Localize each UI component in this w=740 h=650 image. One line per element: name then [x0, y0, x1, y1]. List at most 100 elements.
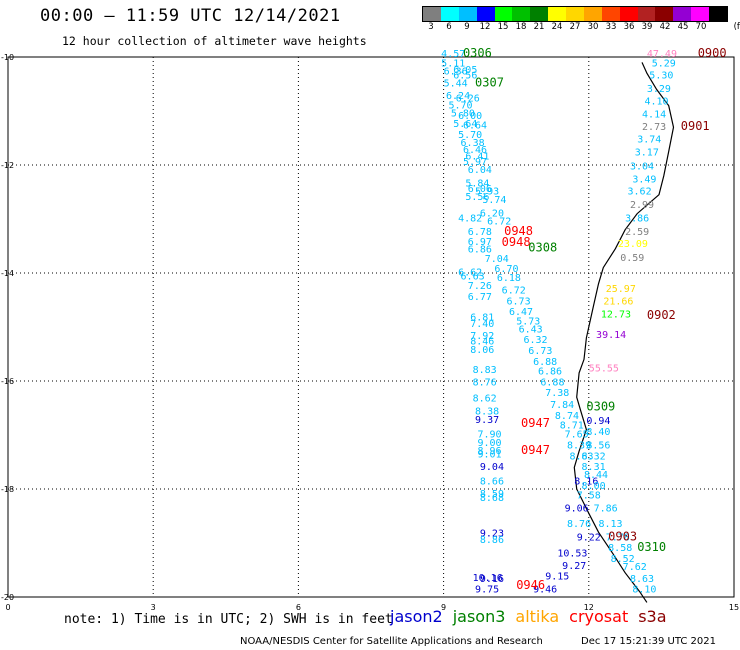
wave-height-label: 8.56 — [586, 441, 610, 452]
wave-height-label: 9.04 — [480, 462, 504, 473]
legend-tick-label: 18 — [515, 22, 527, 32]
wave-height-label: 7.26 — [468, 281, 492, 292]
credit-text: NOAA/NESDIS Center for Satellite Applica… — [240, 636, 543, 647]
legend-tick-label: 39 — [641, 22, 653, 32]
pass-time-label: 0901 — [681, 119, 710, 133]
wave-height-label: 7.62 — [623, 562, 647, 573]
wave-height-label: 6.04 — [468, 165, 492, 176]
wave-height-label: 8.39 — [567, 441, 591, 452]
wave-height-label: 3.49 — [632, 174, 656, 185]
wave-height-label: 5.70 — [448, 100, 472, 111]
legend-swatch — [494, 7, 513, 21]
wave-height-label: 7.84 — [550, 400, 574, 411]
lon-tick-label: 6 — [296, 603, 301, 612]
wave-height-label: 6.78 — [468, 227, 492, 238]
wave-height-label: 4.57 — [441, 49, 465, 60]
wave-height-label: 8.32 — [582, 451, 606, 462]
wave-height-label: 5.80 — [451, 108, 475, 119]
legend-swatch — [691, 7, 709, 21]
chart-title: 00:00 – 11:59 UTC 12/14/2021 — [40, 6, 341, 26]
wave-height-label: 5.93 — [475, 187, 499, 198]
pass-time-label: 0308 — [528, 240, 557, 254]
wave-height-label: 5.29 — [652, 59, 676, 70]
wave-height-label: 8.96 — [477, 446, 501, 457]
wave-height-label: 9.22 — [577, 532, 601, 543]
wave-height-label: 6.24 — [446, 91, 470, 102]
pass-time-label: 0946 — [516, 578, 545, 592]
timestamp-text: Dec 17 15:21:39 UTC 2021 — [581, 636, 716, 647]
legend-tick-label: 9 — [464, 22, 470, 32]
wave-height-label: 5.70 — [458, 130, 482, 141]
wave-height-label: 5.44 — [444, 79, 468, 90]
lon-tick-label: 9 — [441, 603, 446, 612]
lon-tick-label: 12 — [584, 603, 594, 612]
wave-height-label: 2.59 — [625, 227, 649, 238]
wave-height-label: 8.40 — [586, 427, 610, 438]
wave-height-label: 9.23 — [480, 529, 504, 540]
wave-height-label: 6.06 — [468, 184, 492, 195]
lon-tick-label: 3 — [151, 603, 156, 612]
legend-tick-label: 15 — [497, 22, 509, 32]
wave-height-label: 9.00 — [477, 438, 501, 449]
legend-swatch — [440, 7, 459, 21]
wave-height-label: 6.81 — [470, 313, 494, 324]
wave-height-label: 8.71 — [560, 421, 584, 432]
wave-height-label: 7.40 — [470, 319, 494, 330]
wave-height-label: 5.97 — [463, 157, 487, 168]
wave-height-label: 8.13 — [598, 519, 622, 530]
wave-height-label: 21.66 — [603, 296, 633, 307]
wave-height-label: 4.82 — [458, 214, 482, 225]
legend-swatch — [548, 7, 566, 21]
wave-height-label: 6.64 — [463, 120, 487, 131]
wave-height-label: 9.46 — [533, 585, 557, 596]
wave-height-label: 4.10 — [644, 97, 668, 108]
wave-height-label: 6.36 — [444, 66, 468, 77]
pass-time-label: 0902 — [647, 308, 676, 322]
satellite-label: jason3 — [452, 607, 506, 626]
wave-height-label: 3.74 — [637, 134, 661, 145]
legend-swatch — [458, 7, 477, 21]
wave-height-label: 2.73 — [642, 122, 666, 133]
wave-height-label: 6.88 — [540, 377, 564, 388]
wave-height-label: 6.26 — [456, 93, 480, 104]
legend-tick-label: 21 — [533, 22, 545, 32]
wave-height-label: 6.32 — [523, 335, 547, 346]
legend-swatch — [583, 7, 602, 21]
wave-height-label: 8.31 — [582, 462, 606, 473]
wave-height-label: 5.73 — [516, 316, 540, 327]
wave-height-label: 9.01 — [477, 450, 501, 461]
wave-height-label: 6.86 — [468, 244, 492, 255]
wave-height-label: 55.55 — [589, 363, 619, 374]
pass-time-label: 0307 — [475, 76, 504, 90]
wave-height-label: 6.86 — [538, 367, 562, 378]
wave-height-label: 5.84 — [465, 179, 489, 190]
coastline — [573, 62, 675, 603]
lat-tick-label: -20 — [1, 593, 14, 602]
wave-height-label: 9.16 — [480, 574, 504, 585]
legend-swatch — [655, 7, 674, 21]
wave-height-label: 6.63 — [461, 271, 485, 282]
wave-height-label: 6.18 — [497, 273, 521, 284]
legend-swatch — [512, 7, 531, 21]
legend-tick-label: 27 — [569, 22, 581, 32]
wave-height-label: 8.00 — [582, 481, 606, 492]
wave-height-label: 8.83 — [473, 365, 497, 376]
wave-height-label: 8.16 — [574, 477, 598, 488]
pass-time-label: 0947 — [521, 443, 550, 457]
pass-time-label: 0310 — [637, 540, 666, 554]
legend-swatch — [423, 7, 441, 21]
wave-height-label: 8.74 — [555, 411, 579, 422]
wave-height-label: 6.62 — [458, 268, 482, 279]
legend-tick-label: 3 — [428, 22, 434, 32]
wave-height-label: 5.74 — [482, 195, 506, 206]
wave-height-label: 8.38 — [475, 406, 499, 417]
wave-height-label: 0.59 — [620, 253, 644, 264]
wave-height-label: 2.99 — [630, 200, 654, 211]
lat-tick-label: -16 — [1, 377, 14, 386]
wave-height-label: 9.75 — [475, 585, 499, 596]
satellite-label: cryosat — [569, 607, 629, 626]
wave-height-label: 8.76 — [567, 519, 591, 530]
legend-swatch — [637, 7, 656, 21]
